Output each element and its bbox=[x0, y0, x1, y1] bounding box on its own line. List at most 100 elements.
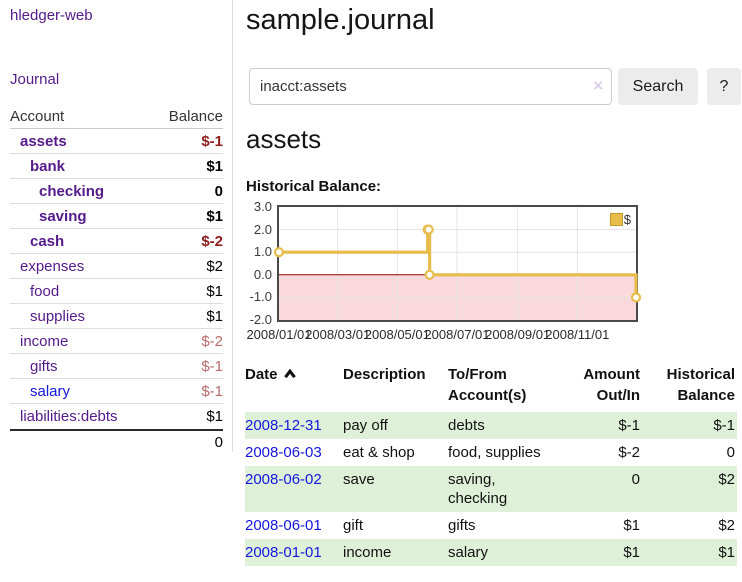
chart-plot-area: $ bbox=[273, 205, 642, 322]
register-row: 2008-12-31 pay off debts $-1 $-1 bbox=[245, 412, 737, 439]
legend-label: $ bbox=[623, 212, 631, 227]
account-balance: $-1 bbox=[201, 357, 223, 375]
register-header-amount: Amount Out/In bbox=[583, 366, 640, 404]
x-icon[interactable]: × bbox=[593, 76, 603, 95]
transaction-date-link[interactable]: 2008-12-31 bbox=[245, 417, 322, 434]
y-axis-tick-label: -2.0 bbox=[249, 312, 272, 327]
chevron-up-icon bbox=[283, 368, 296, 379]
register-header-row: Date Description To/From Account(s) Amou… bbox=[245, 362, 737, 412]
transaction-date-link[interactable]: 2008-06-02 bbox=[245, 471, 322, 488]
register-row: 2008-06-02 save saving, checking 0 $2 bbox=[245, 466, 737, 512]
account-row: food $1 bbox=[10, 279, 223, 304]
y-axis-tick-label: 2.0 bbox=[253, 221, 272, 237]
accounts-total-value: 0 bbox=[214, 433, 223, 451]
transaction-date-link[interactable]: 2008-06-03 bbox=[245, 444, 322, 461]
app-title-link[interactable]: hledger-web bbox=[10, 7, 93, 24]
transaction-balance: 0 bbox=[726, 444, 735, 461]
account-row: gifts $-1 bbox=[10, 354, 223, 379]
sidebar-item-journal[interactable]: Journal bbox=[10, 71, 60, 88]
transaction-amount: $-2 bbox=[618, 444, 640, 461]
account-link-income[interactable]: income bbox=[20, 332, 69, 350]
search-input[interactable] bbox=[249, 68, 612, 105]
account-link-food[interactable]: food bbox=[30, 282, 60, 300]
account-balance: $1 bbox=[206, 282, 223, 300]
transaction-balance: $-1 bbox=[713, 417, 735, 434]
transaction-accounts: food, supplies bbox=[448, 444, 541, 461]
x-axis-tick-label: 2008/07/01 bbox=[424, 327, 490, 342]
account-link-gifts[interactable]: gifts bbox=[30, 357, 58, 375]
account-balance: $1 bbox=[206, 408, 223, 425]
account-row: income $-2 bbox=[10, 329, 223, 354]
transaction-description: income bbox=[343, 544, 392, 561]
transaction-accounts: salary bbox=[448, 544, 489, 561]
accounts-header-account: Account bbox=[10, 107, 65, 125]
page-title: sample.journal bbox=[246, 4, 435, 36]
y-axis-tick-label: 0.0 bbox=[253, 266, 272, 282]
account-link-saving[interactable]: saving bbox=[39, 207, 87, 225]
account-row: liabilities:debts $1 bbox=[10, 404, 223, 429]
search-button[interactable]: Search bbox=[618, 68, 698, 105]
account-row: checking 0 bbox=[10, 179, 223, 204]
transaction-description: eat & shop bbox=[343, 444, 415, 461]
sidebar: hledger-web Journal Account Balance asse… bbox=[0, 0, 233, 452]
account-link-cash[interactable]: cash bbox=[30, 232, 65, 250]
search-box: × bbox=[249, 68, 612, 105]
account-balance: $2 bbox=[206, 257, 223, 275]
register-header-accounts: To/From Account(s) bbox=[448, 366, 527, 404]
register-row: 2008-06-03 eat & shop food, supplies $-2… bbox=[245, 439, 737, 466]
register-header-description: Description bbox=[343, 366, 426, 383]
y-axis-tick-label: 3.0 bbox=[253, 199, 272, 214]
chart-legend: $ bbox=[609, 212, 631, 227]
transaction-accounts: debts bbox=[448, 417, 485, 434]
account-balance: $1 bbox=[206, 307, 223, 325]
transaction-description: gift bbox=[343, 517, 364, 534]
account-link-liabilities-debts[interactable]: liabilities:debts bbox=[20, 408, 118, 425]
account-heading: assets bbox=[246, 124, 322, 154]
y-axis-tick-label: 1.0 bbox=[253, 244, 272, 260]
transaction-accounts: saving, checking bbox=[448, 471, 508, 507]
x-axis-tick-label: 2008/01/01 bbox=[246, 327, 312, 342]
account-balance: $-2 bbox=[201, 332, 223, 350]
transaction-description: pay off bbox=[343, 417, 388, 434]
legend-swatch-icon bbox=[609, 213, 623, 226]
transaction-description: save bbox=[343, 471, 375, 488]
x-axis-tick-label: 2008/03/01 bbox=[305, 327, 371, 342]
historical-balance-chart: 3.0 2.0 1.0 0.0 -1.0 -2.0 $ 2008/01/01 2008/03… bbox=[245, 199, 665, 345]
account-row: supplies $1 bbox=[10, 304, 223, 329]
chart-title: Historical Balance: bbox=[246, 178, 382, 195]
accounts-table: Account Balance assets $-1 bank $1 check… bbox=[10, 104, 223, 453]
transaction-balance: $1 bbox=[718, 544, 735, 561]
transaction-amount: $1 bbox=[623, 544, 640, 561]
account-link-assets[interactable]: assets bbox=[20, 132, 67, 150]
x-axis-tick-label: 2008/05/01 bbox=[364, 327, 430, 342]
account-row: saving $1 bbox=[10, 204, 223, 229]
transaction-amount: 0 bbox=[631, 471, 640, 488]
transaction-amount: $-1 bbox=[618, 417, 640, 434]
account-link-checking[interactable]: checking bbox=[39, 182, 105, 200]
account-row: cash $-2 bbox=[10, 229, 223, 254]
account-link-expenses[interactable]: expenses bbox=[20, 257, 85, 275]
accounts-table-header: Account Balance bbox=[10, 104, 223, 129]
account-link-bank[interactable]: bank bbox=[30, 157, 66, 175]
transaction-balance: $2 bbox=[718, 471, 735, 488]
account-balance: $1 bbox=[206, 207, 223, 225]
account-balance: $-1 bbox=[201, 132, 223, 150]
transaction-date-link[interactable]: 2008-06-01 bbox=[245, 517, 322, 534]
transaction-amount: $1 bbox=[623, 517, 640, 534]
account-link-supplies[interactable]: supplies bbox=[30, 307, 86, 325]
help-button[interactable]: ? bbox=[707, 68, 741, 105]
account-link-salary[interactable]: salary bbox=[30, 382, 71, 400]
register-header-balance: Historical Balance bbox=[666, 366, 735, 404]
register-header-date[interactable]: Date bbox=[245, 362, 343, 412]
account-balance: 0 bbox=[214, 182, 223, 200]
accounts-total-row: 0 bbox=[10, 429, 223, 453]
transaction-balance: $2 bbox=[718, 517, 735, 534]
account-balance: $1 bbox=[206, 157, 223, 175]
register-table: Date Description To/From Account(s) Amou… bbox=[245, 362, 737, 566]
x-axis-tick-label: 2008/11/01 bbox=[545, 327, 610, 342]
transaction-date-link[interactable]: 2008-01-01 bbox=[245, 544, 322, 561]
accounts-header-balance: Balance bbox=[168, 107, 223, 125]
register-row: 2008-01-01 income salary $1 $1 bbox=[245, 539, 737, 566]
y-axis-tick-label: -1.0 bbox=[249, 289, 272, 305]
